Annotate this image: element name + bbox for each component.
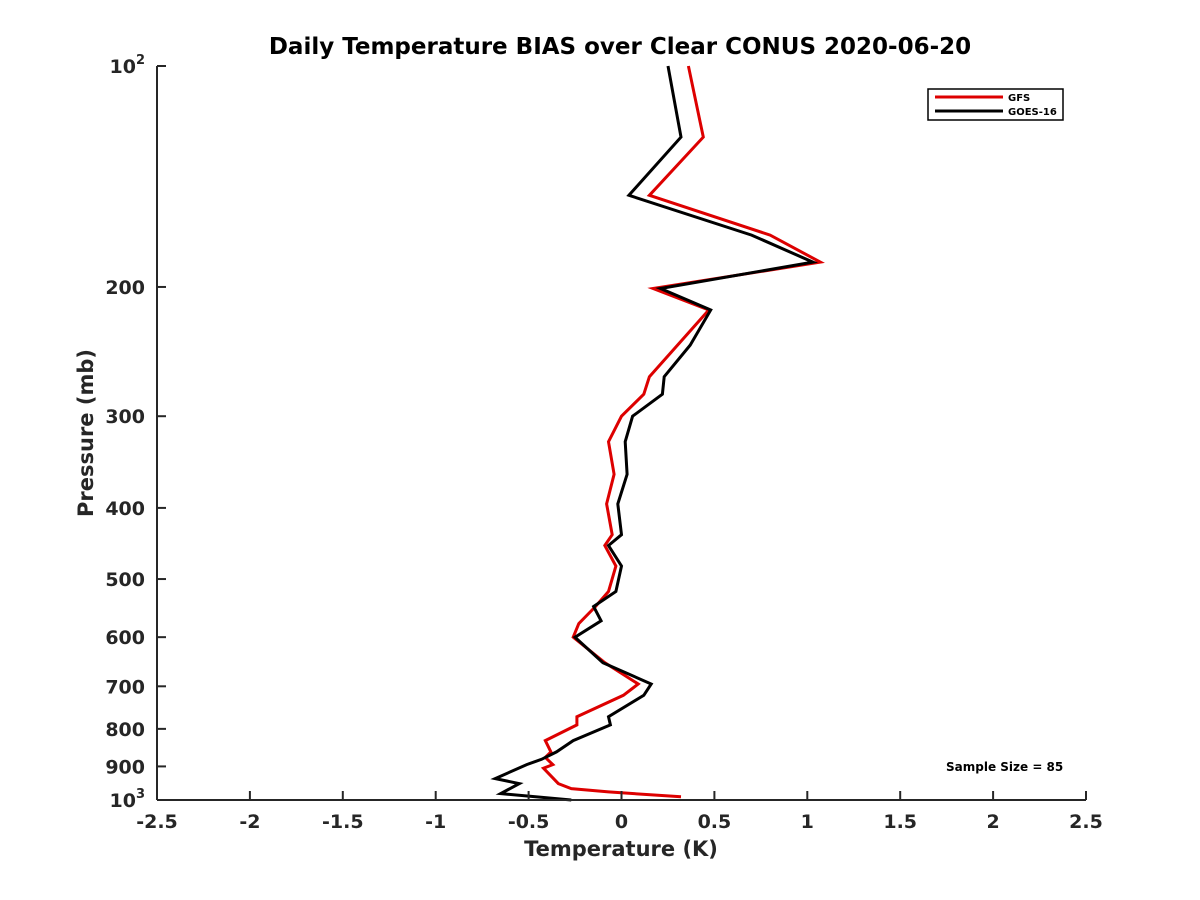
chart-title: Daily Temperature BIAS over Clear CONUS … <box>269 34 971 60</box>
x-tick-label: 2.5 <box>1069 811 1103 833</box>
y-axis-label: Pressure (mb) <box>74 349 98 517</box>
y-tick-label: 900 <box>105 756 145 778</box>
y-tick-label: 600 <box>105 627 145 649</box>
x-tick-label: 2 <box>986 811 999 833</box>
y-tick-label: 300 <box>105 406 145 428</box>
y-tick-label: 102 <box>110 53 146 78</box>
legend: GFS GOES-16 <box>927 88 1064 121</box>
legend-label-gfs: GFS <box>1008 93 1030 104</box>
series-line-gfs <box>540 65 825 799</box>
x-tick-label: -0.5 <box>508 811 550 833</box>
x-tick-label: 1.5 <box>883 811 917 833</box>
x-tick-label: -2 <box>239 811 260 833</box>
plot-series-group <box>490 65 825 802</box>
sample-size-annotation: Sample Size = 85 <box>946 760 1063 774</box>
y-tick-label: 500 <box>105 569 145 591</box>
y-tick-label: 103 <box>110 787 146 812</box>
y-tick-label: 200 <box>105 277 145 299</box>
x-tick-label: -1.5 <box>322 811 364 833</box>
y-tick-label: 700 <box>105 676 145 698</box>
x-tick-label: 1 <box>801 811 814 833</box>
x-tick-label: -2.5 <box>136 811 178 833</box>
x-tick-label: 0.5 <box>698 811 732 833</box>
series-line-goes16 <box>490 65 819 802</box>
x-axis-label: Temperature (K) <box>524 837 718 861</box>
legend-label-goes16: GOES-16 <box>1008 107 1057 118</box>
y-tick-label: 400 <box>105 498 145 520</box>
x-tick-label: -1 <box>425 811 446 833</box>
x-tick-label: 0 <box>615 811 628 833</box>
y-ticks-group: 102 200 300 400 500 600 700 800 900 103 <box>105 53 166 812</box>
y-tick-label: 800 <box>105 719 145 741</box>
x-ticks-group: -2.5 -2 -1.5 -1 -0.5 0 0.5 1 1.5 2 2.5 <box>136 791 1103 833</box>
legend-box <box>927 88 1064 121</box>
